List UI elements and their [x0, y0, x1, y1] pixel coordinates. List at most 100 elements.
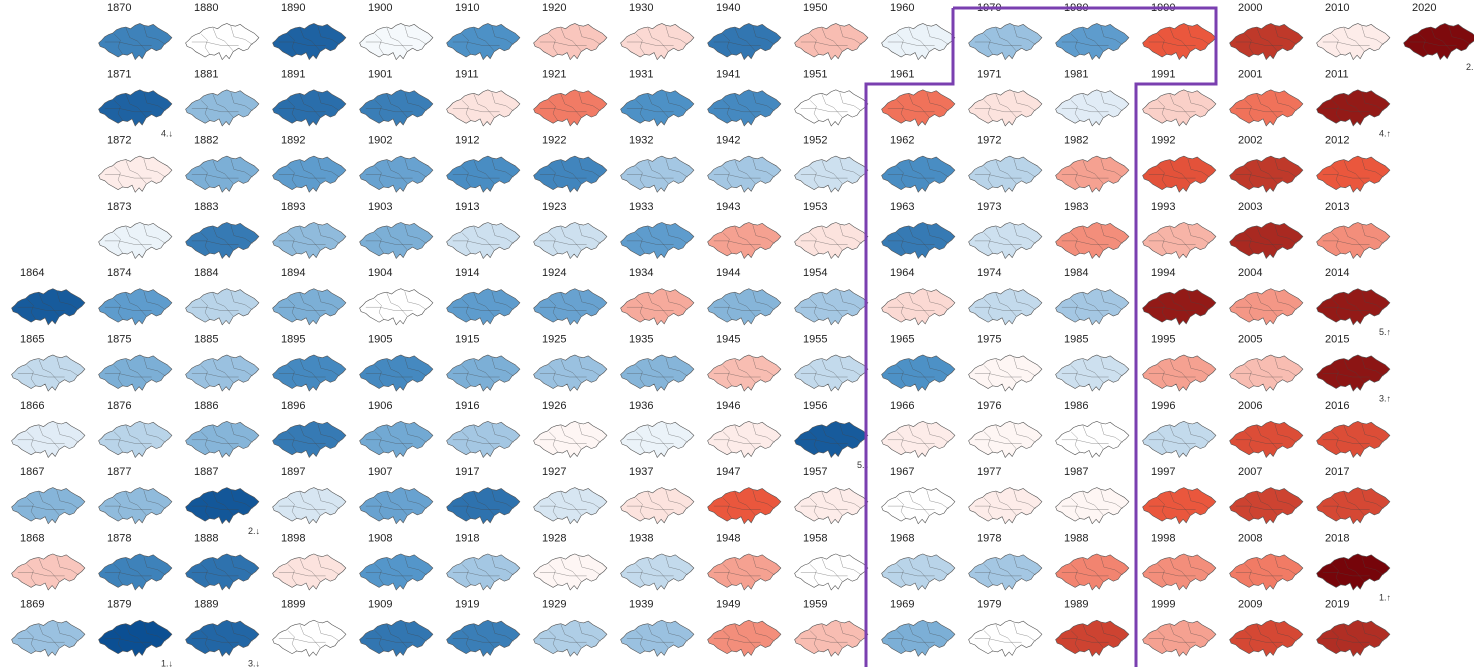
year-cell-1927: 1927 [533, 466, 608, 525]
map-anomaly-1984 [1055, 288, 1130, 326]
year-cell-1890: 1890 [272, 2, 347, 61]
year-label: 1896 [281, 400, 305, 412]
map-boundary-line [926, 423, 949, 443]
year-label: 1907 [368, 466, 392, 478]
map-boundary-line [1148, 572, 1196, 577]
map-boundary-line [1071, 564, 1080, 585]
map-boundary-line [1013, 490, 1036, 509]
map-boundary-line [1332, 33, 1341, 55]
map-boundary-line [560, 425, 582, 449]
map-boundary-line [1082, 425, 1104, 449]
map-boundary-line [974, 108, 1022, 112]
year-label: 1991 [1151, 68, 1175, 80]
map-boundary-line [1100, 92, 1123, 112]
map-boundary-line [1245, 33, 1254, 55]
map-boundary-line [1343, 558, 1365, 582]
year-label: 1898 [281, 532, 305, 544]
map-boundary-line [1235, 307, 1283, 311]
map-anomaly-1898 [272, 553, 347, 591]
year-cell-1873: 1873 [98, 201, 173, 260]
map-boundary-line [299, 226, 321, 250]
map-boundary-line [1061, 108, 1109, 112]
year-cell-1957: 1957 [794, 466, 869, 525]
year-cell-1956: 1956 5.↓ [794, 400, 869, 470]
map-boundary-line [1082, 293, 1104, 317]
year-cell-1903: 1903 [359, 201, 434, 260]
map-anomaly-1978 [968, 553, 1043, 591]
map-boundary-line [452, 240, 500, 245]
year-label: 1912 [455, 135, 479, 147]
year-label: 1974 [977, 267, 1001, 279]
year-label: 2016 [1325, 400, 1349, 412]
map-boundary-line [143, 556, 166, 576]
map-boundary-line [1245, 299, 1254, 320]
year-cell-1964: 1964 [881, 267, 956, 326]
map-boundary-line [821, 160, 843, 184]
map-boundary-line [1332, 166, 1341, 187]
map-boundary-line [734, 624, 756, 648]
map-boundary-line [365, 240, 413, 245]
map-boundary-line [1169, 226, 1191, 250]
year-cell-1984: 1984 [1055, 267, 1130, 326]
year-cell-1963: 1963 [881, 201, 956, 260]
year-label: 1876 [107, 400, 131, 412]
map-boundary-line [27, 365, 36, 386]
map-anomaly-1988 [1055, 553, 1130, 591]
map-boundary-line [365, 108, 413, 112]
map-boundary-line [1187, 158, 1210, 178]
map-boundary-line [230, 556, 253, 576]
year-cell-1999: 1999 [1142, 599, 1217, 657]
map-anomaly-1890 [272, 23, 347, 61]
map-boundary-line [27, 431, 36, 453]
year-label: 1941 [716, 68, 740, 80]
year-label: 1977 [977, 466, 1001, 478]
map-anomaly-1935 [620, 354, 695, 392]
year-label: 1864 [20, 267, 44, 279]
map-boundary-line [125, 425, 147, 449]
year-cell-2016: 2016 [1316, 400, 1391, 458]
year-label: 2011 [1325, 68, 1349, 80]
map-anomaly-1943 [707, 222, 782, 260]
map-boundary-line [278, 439, 326, 444]
map-boundary-line [452, 505, 500, 510]
map-boundary-line [386, 359, 408, 383]
year-cell-1949: 1949 [707, 599, 782, 657]
year-label: 1966 [890, 400, 914, 412]
year-cell-1929: 1929 [533, 599, 608, 657]
year-cell-1982: 1982 [1055, 135, 1130, 193]
year-label: 1917 [455, 466, 479, 478]
map-anomaly-1973 [968, 222, 1043, 260]
year-label: 1884 [194, 267, 218, 279]
map-boundary-line [299, 491, 321, 516]
year-label: 1887 [194, 466, 218, 478]
map-anomaly-1895 [272, 354, 347, 392]
map-boundary-line [143, 92, 166, 112]
map-boundary-line [278, 240, 326, 245]
map-boundary-line [201, 498, 210, 519]
map-anomaly-1917 [446, 487, 521, 525]
map-boundary-line [288, 630, 297, 652]
map-boundary-line [560, 293, 582, 317]
map-anomaly-1981 [1055, 89, 1130, 127]
map-boundary-line [375, 232, 384, 254]
map-boundary-line [1013, 556, 1036, 576]
map-boundary-line [626, 174, 674, 179]
map-boundary-line [317, 225, 340, 244]
map-boundary-line [810, 564, 819, 585]
map-boundary-line [1148, 439, 1196, 444]
map-anomaly-1892 [272, 155, 347, 193]
year-label: 1888 [194, 532, 218, 544]
map-boundary-line [201, 564, 210, 585]
year-label: 1938 [629, 532, 653, 544]
map-boundary-line [839, 291, 862, 310]
year-label: 2010 [1325, 2, 1349, 14]
map-boundary-line [734, 425, 756, 449]
map-boundary-line [191, 174, 239, 179]
map-boundary-line [212, 160, 234, 184]
map-boundary-line [665, 490, 688, 509]
map-boundary-line [114, 100, 123, 121]
year-cell-1971: 1971 [968, 68, 1043, 127]
map-boundary-line [974, 41, 1022, 46]
map-boundary-line [539, 307, 587, 311]
map-boundary-line [887, 572, 935, 577]
